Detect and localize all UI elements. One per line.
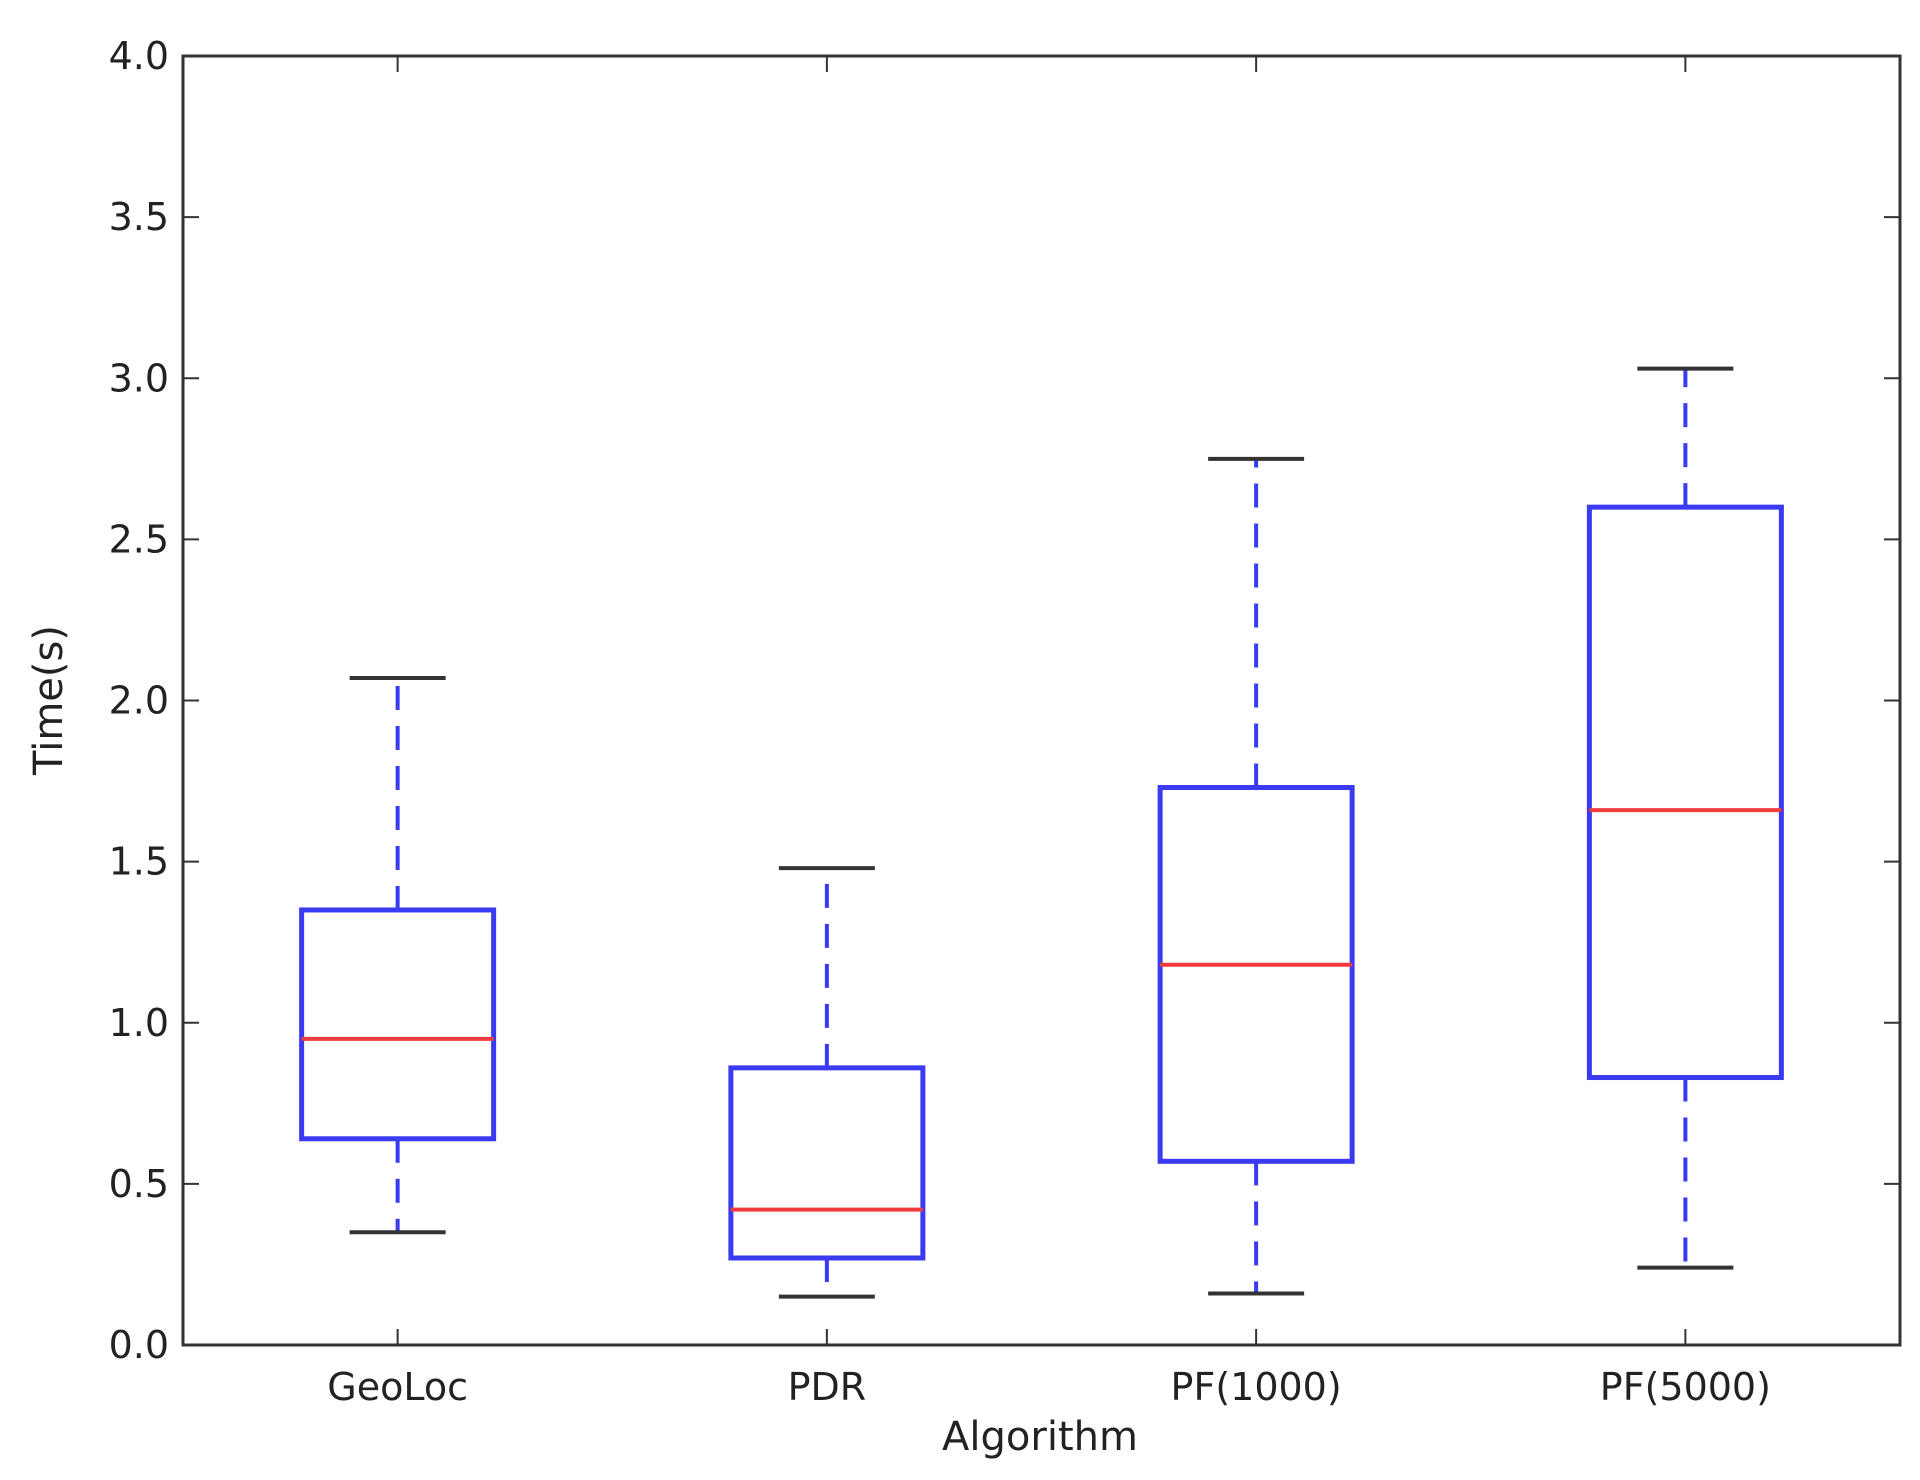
box-group-4 — [1586, 366, 1784, 1270]
x-tick-label: GeoLoc — [327, 1365, 468, 1409]
y-tick-label: 1.5 — [109, 840, 169, 884]
box-group-3 — [1157, 456, 1355, 1296]
plot-frame — [181, 54, 1902, 1347]
iqr-box — [1586, 504, 1784, 1081]
y-tick-label: 2.5 — [109, 517, 169, 561]
y-tick-label: 2.0 — [109, 679, 169, 723]
y-tick-label: 3.0 — [109, 356, 169, 400]
x-tick-label: PF(5000) — [1600, 1365, 1771, 1409]
iqr-box — [1157, 785, 1355, 1164]
x-tick-label: PDR — [788, 1365, 867, 1409]
y-tick-label: 1.0 — [109, 1001, 169, 1045]
x-axis-title: Algorithm — [942, 1414, 1138, 1460]
y-axis-title: Time(s) — [26, 625, 72, 776]
y-tick-label: 3.5 — [109, 195, 169, 239]
iqr-box — [299, 907, 497, 1142]
x-tick-label: PF(1000) — [1171, 1365, 1342, 1409]
box-group-2 — [728, 866, 926, 1299]
y-tick-label: 0.0 — [109, 1323, 169, 1367]
iqr-box — [728, 1065, 926, 1261]
y-tick-label: 4.0 — [109, 34, 169, 78]
box-group-1 — [299, 675, 497, 1235]
y-tick-label: 0.5 — [109, 1162, 169, 1206]
axes: 0.0 0.5 1.0 1.5 2.0 2.5 3.0 3.5 4.0 GeoLoc PDR PF(1… — [109, 34, 1902, 1409]
plot-area — [299, 366, 1784, 1299]
